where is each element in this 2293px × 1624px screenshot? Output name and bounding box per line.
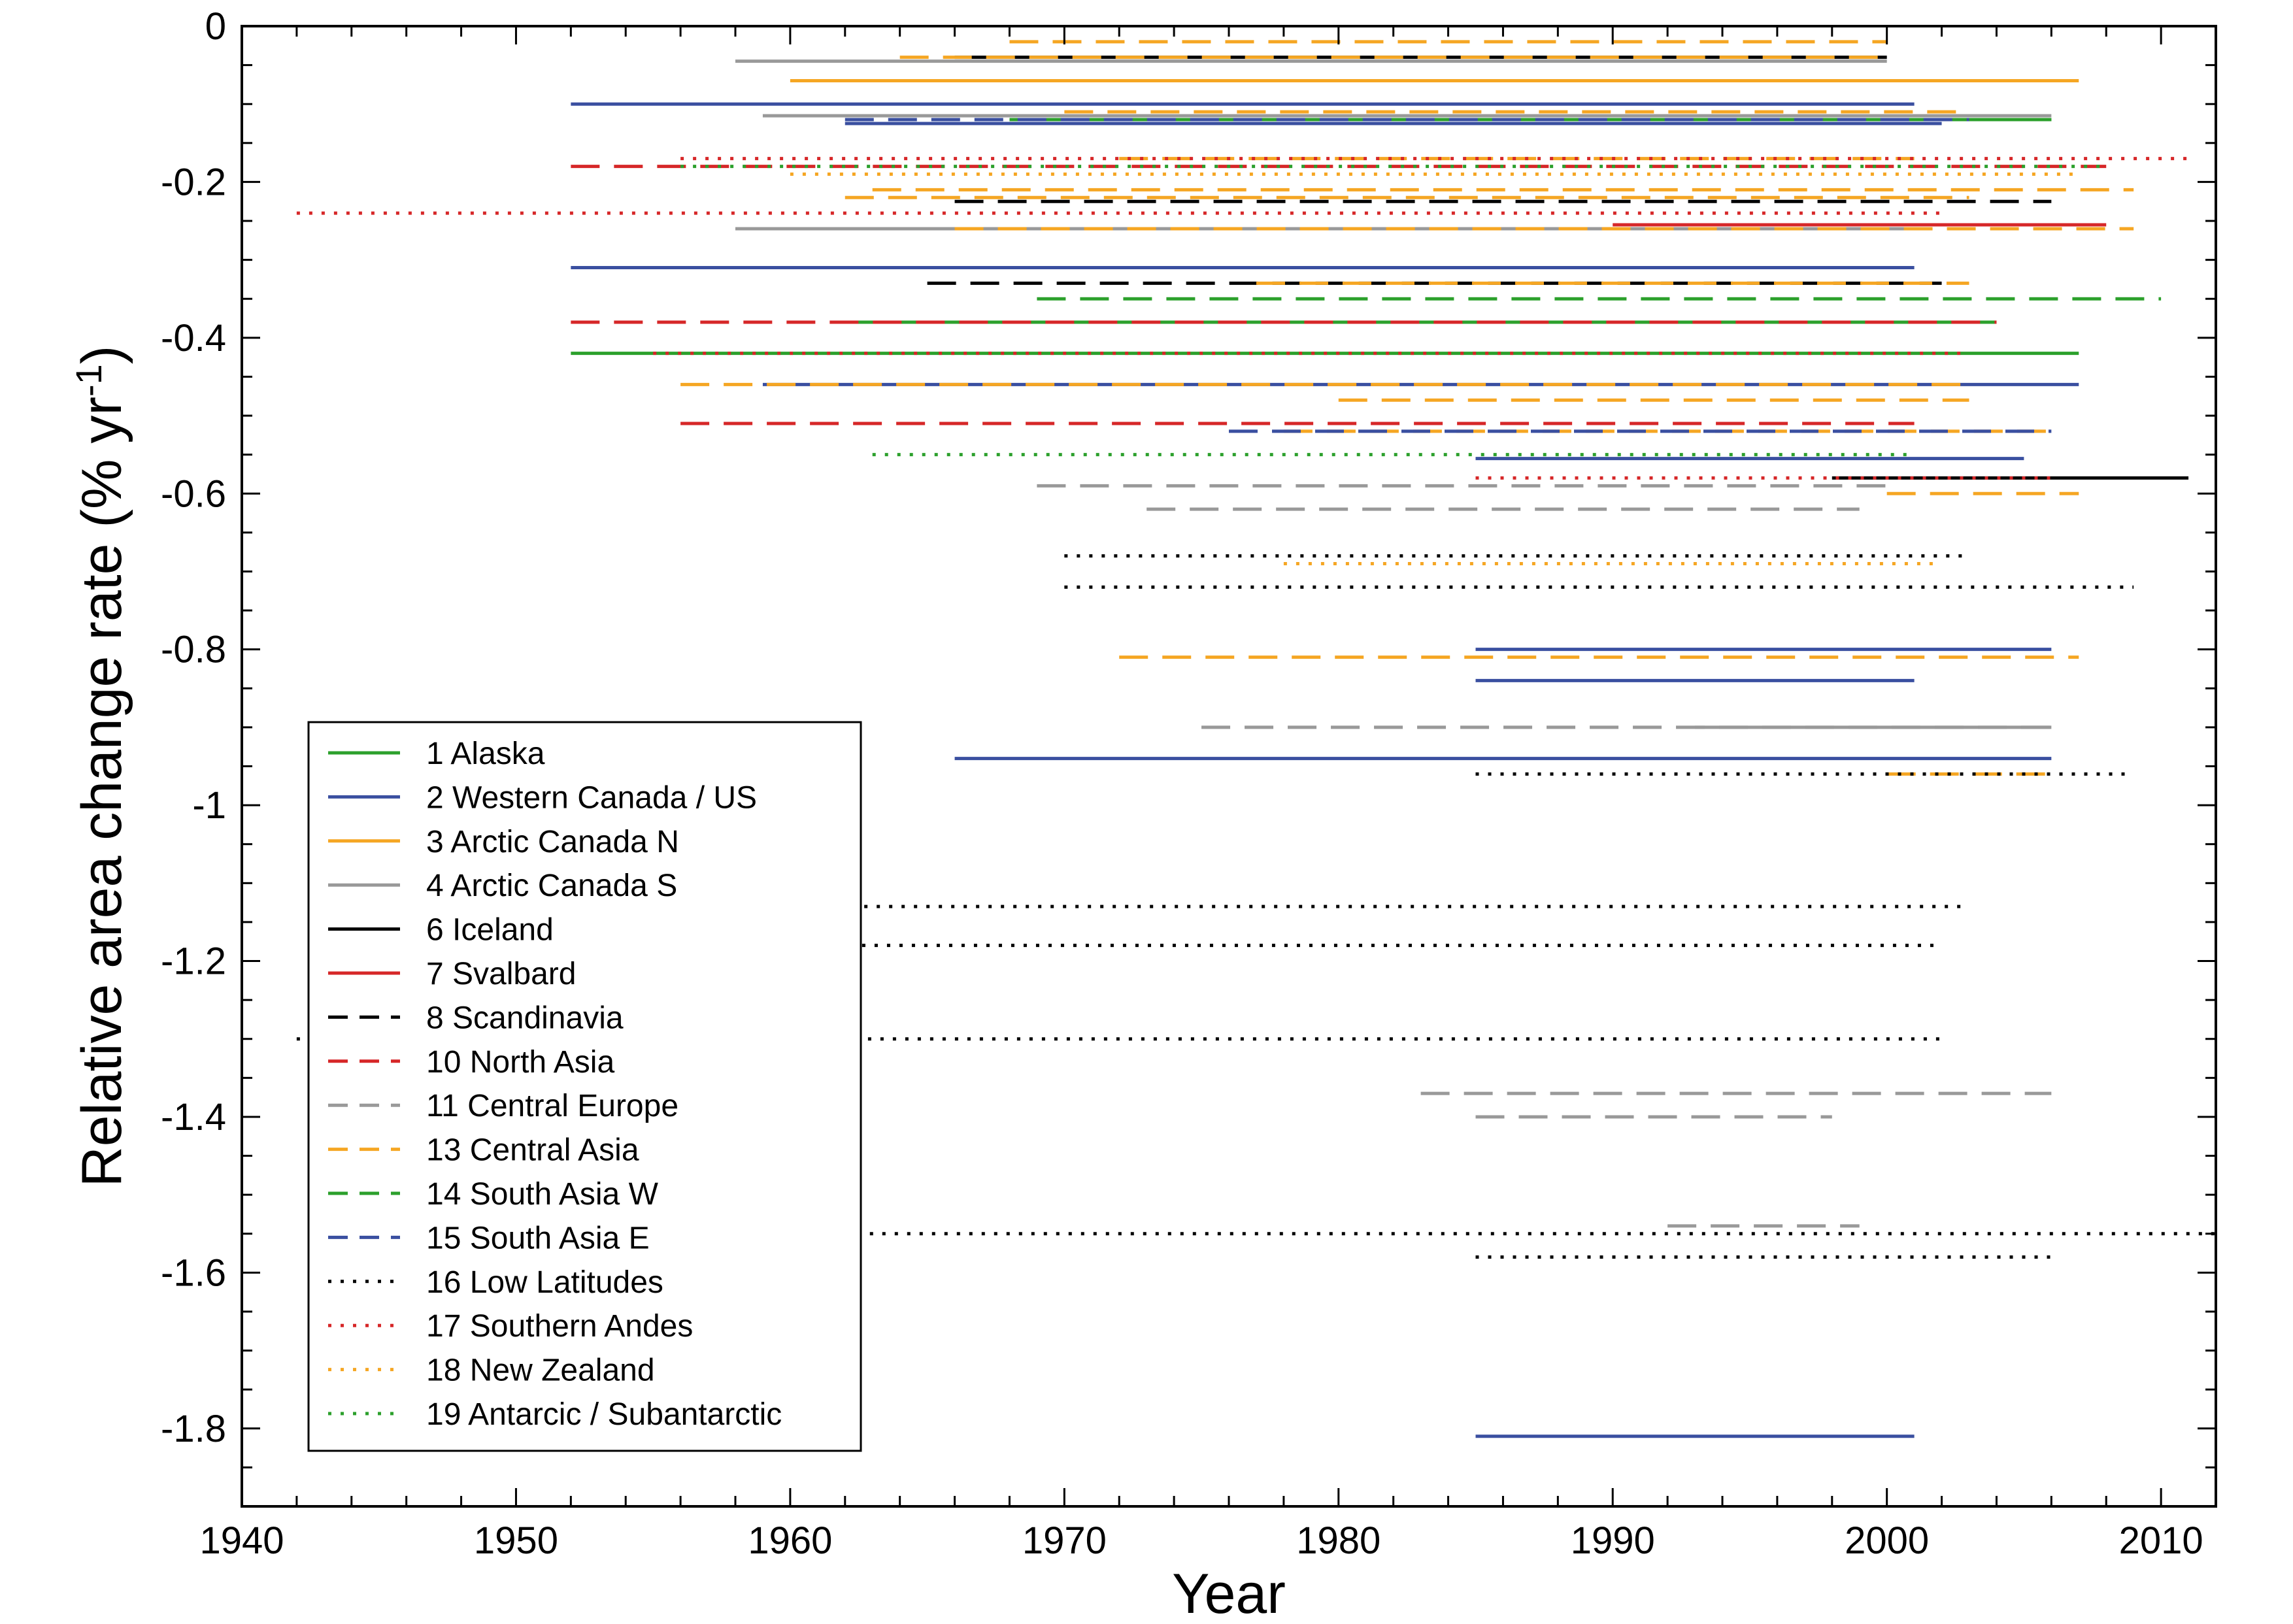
y-axis-title-main: Relative area change rate (% yr (71, 397, 133, 1187)
x-tick-label: 1960 (748, 1519, 832, 1562)
legend-label: 10 North Asia (426, 1045, 614, 1080)
legend-label: 16 Low Latitudes (426, 1265, 663, 1300)
series-14 (790, 173, 2079, 566)
y-tick-label: 0 (205, 5, 226, 48)
x-axis-title: Year (1172, 1563, 1286, 1621)
legend-label: 19 Antarcic / Subantarctic (426, 1397, 782, 1432)
legend-label: 6 Iceland (426, 913, 554, 948)
series-15 (680, 165, 2107, 457)
y-axis-title-end: ) (71, 346, 133, 365)
legend-label: 2 Western Canada / US (426, 780, 757, 815)
y-tick-label: -0.6 (161, 472, 226, 515)
series-10 (1037, 118, 2162, 301)
y-tick-label: -1.6 (161, 1251, 226, 1294)
y-tick-label: -0.4 (161, 317, 226, 359)
y-tick-label: -1.2 (161, 940, 226, 983)
series-6 (927, 199, 2052, 285)
legend-box (307, 721, 862, 1452)
y-axis-title-sup: -1 (68, 364, 109, 397)
legend: 1 Alaska 2 Western Canada / US 3 Arctic Ca… (307, 721, 862, 1452)
legend-label: 1 Alaska (426, 737, 545, 771)
x-tick-label: 1940 (199, 1519, 284, 1562)
x-tick-label: 1970 (1022, 1519, 1107, 1562)
y-axis-title: Relative area change rate (% yr-1) (68, 346, 133, 1187)
plot-frame (241, 25, 2217, 1508)
legend-label: 18 New Zealand (426, 1353, 655, 1388)
y-tick-label: -1.4 (161, 1096, 226, 1138)
segments-layer (296, 40, 2216, 1438)
y-tick-label: -0.2 (161, 161, 226, 203)
x-tick-label: 2000 (1845, 1519, 1929, 1562)
legend-label: 15 South Asia E (426, 1221, 650, 1255)
y-tick-label: -1.8 (161, 1408, 226, 1450)
legend-label: 14 South Asia W (426, 1177, 659, 1212)
series-9 (680, 40, 2134, 776)
legend-label: 7 Svalbard (426, 957, 576, 991)
y-tick-label: -0.8 (161, 629, 226, 671)
x-tick-label: 1980 (1296, 1519, 1381, 1562)
legend-label: 17 Southern Andes (426, 1309, 693, 1344)
legend-label: 13 Central Asia (426, 1133, 639, 1168)
y-tick-label: -1 (192, 784, 226, 827)
legend-label: 3 Arctic Canada N (426, 825, 679, 859)
series-11 (845, 118, 2052, 433)
x-tick-label: 1950 (474, 1519, 558, 1562)
legend-label: 8 Scandinavia (426, 1001, 624, 1035)
x-tick-label: 2010 (2119, 1519, 2203, 1562)
legend-label: 4 Arctic Canada S (426, 869, 677, 903)
axis-layer: 1940 1950 1960 1970 1980 1990 2000 2010 0 -0.2 -0.… (161, 5, 2217, 1562)
x-tick-label: 1990 (1571, 1519, 1655, 1562)
series-13 (296, 157, 2189, 480)
series-8 (1037, 484, 2052, 1228)
legend-label: 11 Central Europe (426, 1089, 678, 1123)
